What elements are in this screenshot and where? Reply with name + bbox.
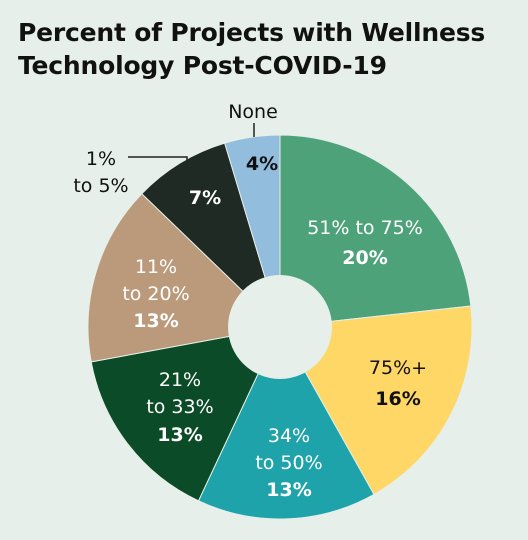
leader-lines — [128, 123, 255, 162]
chart-title: Percent of Projects with Wellness Techno… — [18, 16, 518, 82]
slice-value-2: 13% — [266, 479, 311, 501]
donut-hole — [228, 275, 332, 379]
slice-5 — [141, 142, 282, 329]
donut-slices — [87, 134, 473, 520]
slice-label-1: 75%+ — [369, 357, 427, 379]
slice-labels: 51% to 75% 20% 75%+ 16% 34% to 50% 13% 21% to 33… — [73, 101, 427, 501]
slice-value-6: 4% — [246, 153, 278, 175]
slice-value-3: 13% — [157, 424, 202, 446]
slice-3 — [90, 326, 281, 502]
chart-title-line-1: Percent of Projects with Wellness — [18, 18, 486, 47]
slice-1 — [279, 305, 473, 496]
slice-label-5: 1% to 5% — [73, 148, 128, 197]
slice-2 — [197, 325, 375, 520]
leader-line-1-to-5 — [128, 156, 188, 162]
slice-value-1: 16% — [375, 388, 420, 410]
slice-label-0: 51% to 75% — [307, 217, 423, 239]
slice-value-4: 13% — [133, 310, 178, 332]
slice-0 — [279, 134, 472, 328]
slice-value-5: 7% — [189, 187, 221, 209]
slice-label-6: None — [228, 101, 278, 123]
slice-label-3: 21% to 33% — [146, 369, 213, 418]
slice-value-0: 20% — [342, 247, 387, 269]
slice-label-4: 11% to 20% — [122, 256, 189, 305]
slice-label-2: 34% to 50% — [255, 425, 322, 474]
chart-title-line-2: Technology Post-COVID-19 — [18, 51, 387, 80]
